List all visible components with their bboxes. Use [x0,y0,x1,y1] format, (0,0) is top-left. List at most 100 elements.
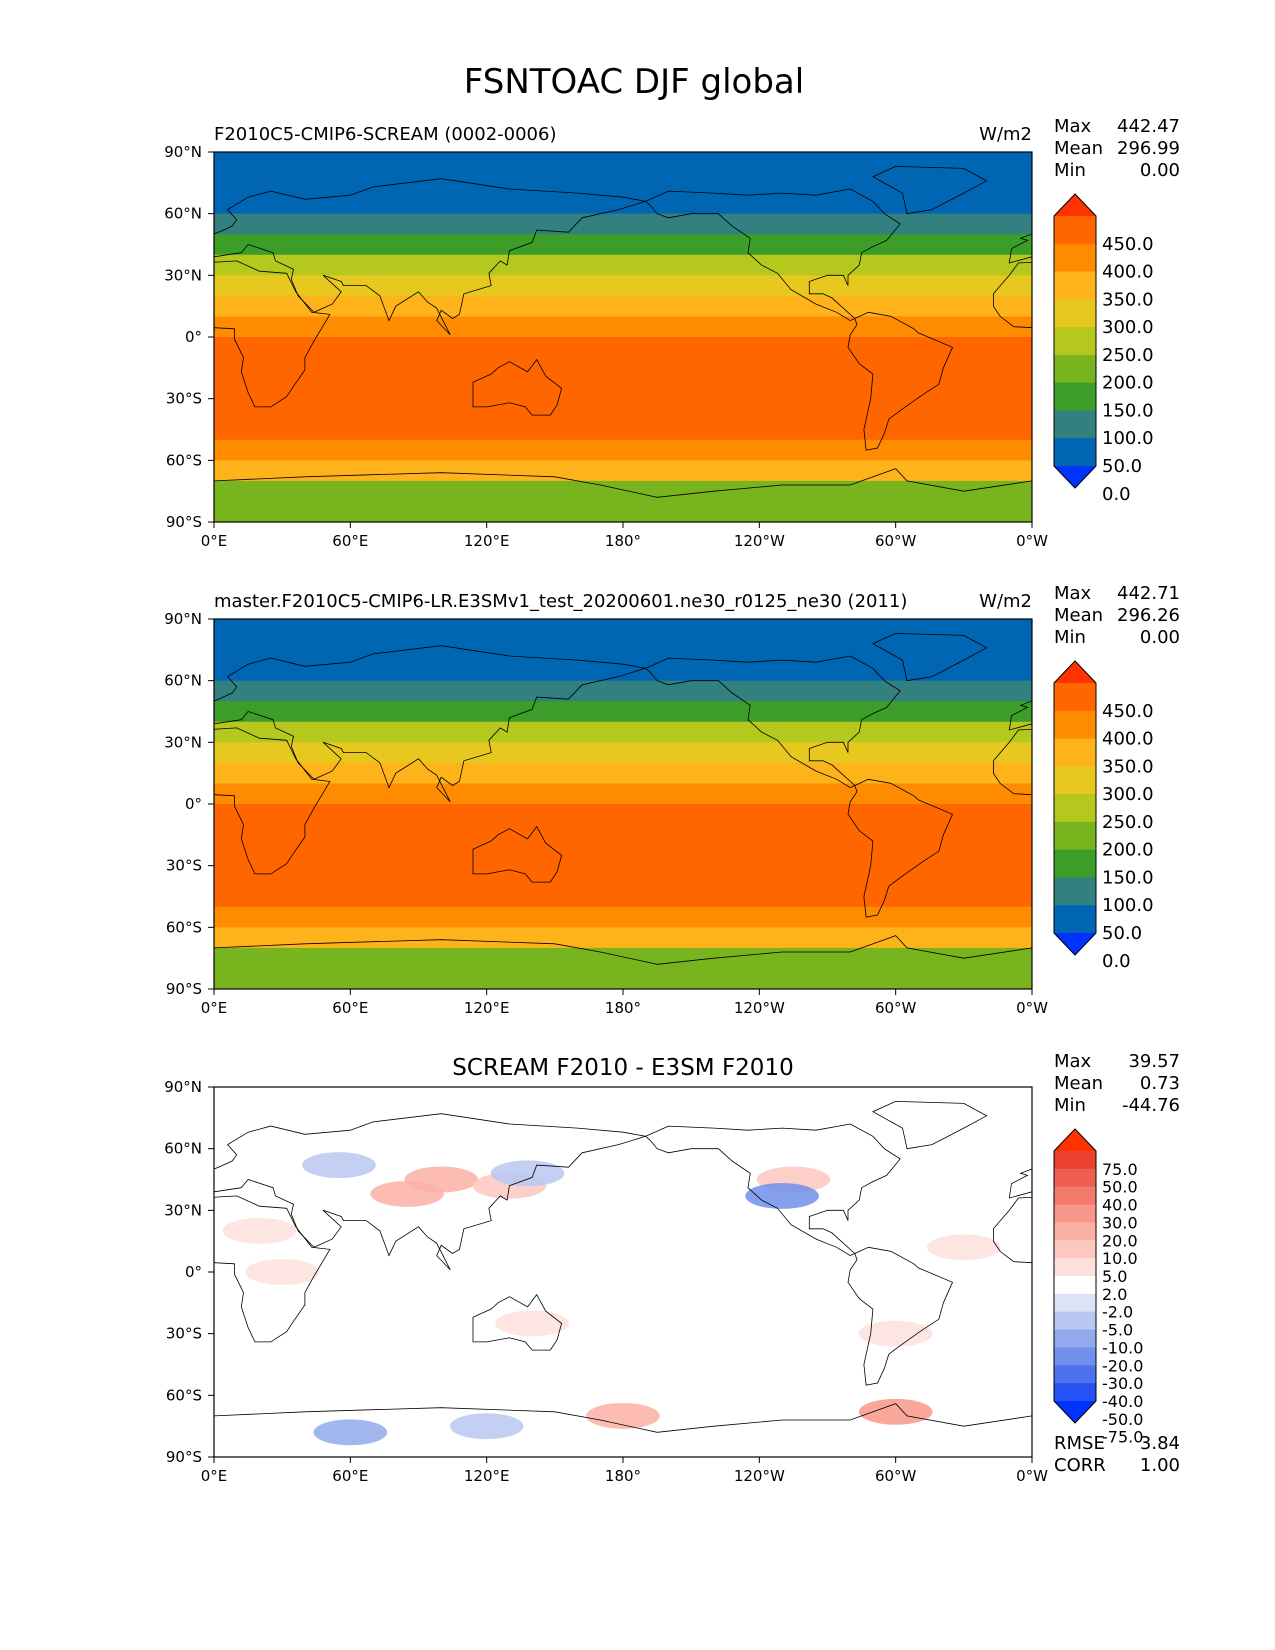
colorbar-bottom-extend [1054,933,1096,955]
colorbar-segment [1054,710,1096,740]
zonal-band [214,804,1032,826]
colorbar-label: 100.0 [1102,428,1154,449]
colorbar: 450.0 400.0 350.0 300.0 250.0 200.0 150.0 100.0… [1053,193,1154,505]
x-tick-label: 180° [605,999,641,1017]
colorbar-label: -30.0 [1102,1374,1143,1393]
zonal-band [214,619,1032,641]
stat-label: Min [1054,627,1086,648]
x-tick-label: 120°E [464,1467,510,1485]
anomaly-patch [449,1413,524,1440]
x-tick-label: 120°W [734,999,785,1017]
stat-label: RMSE [1054,1433,1105,1454]
panel-title: master.F2010C5-CMIP6-LR.E3SMv1_test_2020… [214,591,907,612]
stat-label: Mean [1054,605,1103,626]
y-tick-label: 60°S [166,451,202,469]
greenland-coastline [872,632,988,682]
colorbar-label: 50.0 [1102,1178,1138,1197]
colorbar-segment [1054,1258,1096,1277]
x-tick-label: 0°W [1016,532,1048,550]
africa-coastline [214,727,331,875]
australia-coastline [472,1293,563,1351]
y-tick-label: 30°S [166,857,202,875]
colorbar-segment [1054,327,1096,356]
stat-label: Min [1054,1095,1086,1116]
x-tick-label: 60°E [332,532,368,550]
zonal-band [214,660,1032,682]
north-america-coastline [644,1123,901,1257]
zonal-band [214,742,1032,764]
y-tick-label: 90°S [166,513,202,531]
y-tick-label: 90°N [164,143,202,161]
colorbar-label: 2.0 [1102,1285,1127,1304]
y-tick-label: 90°N [164,610,202,628]
stat-value: 1.00 [1140,1455,1180,1476]
colorbar-label: 40.0 [1102,1196,1138,1215]
zonal-band [214,639,1032,661]
eurasia-coastline [214,178,646,336]
colorbar-segment [1054,1383,1096,1402]
colorbar-label: 200.0 [1102,373,1154,394]
south-america-coastline [847,1246,954,1386]
anomaly-patch [313,1419,388,1446]
zonal-band [214,254,1032,276]
colorbar-segment [1054,382,1096,411]
colorbar-label: -75.0 [1102,1428,1143,1447]
colorbar-segment [1054,410,1096,439]
colorbar-label: 200.0 [1102,840,1154,861]
x-tick-label: 60°W [875,532,917,550]
anomaly-patch [858,1398,933,1425]
zonal-band [214,316,1032,338]
north-america-coastline [644,188,901,322]
colorbar-label: 300.0 [1102,317,1154,338]
zonal-band [214,460,1032,482]
colorbar-label: 0.0 [1102,951,1131,972]
antarctica-coastline [214,468,1032,498]
stat-label: Max [1054,583,1092,604]
colorbar-label: 350.0 [1102,756,1154,777]
panel-1: 0°E 60°E 120°E 180° 120°W 60°W 0°W 90°N 60°N 30°N… [164,116,1180,550]
eurasia-coastline [1008,700,1032,731]
panel-title: SCREAM F2010 - E3SM F2010 [452,1055,793,1081]
zonal-band [214,480,1032,503]
x-tick-label: 60°E [332,999,368,1017]
colorbar-label: 300.0 [1102,784,1154,805]
colorbar-segment [1054,794,1096,823]
colorbar-segment [1054,438,1096,467]
colorbar-segment [1054,1151,1096,1170]
plot-area [214,152,1032,522]
greenland-coastline [872,165,988,215]
colorbar-label: 350.0 [1102,289,1154,310]
colorbar-label: 0.0 [1102,484,1131,505]
panels: 0°E 60°E 120°E 180° 120°W 60°W 0°W 90°N 60°N 30°N… [164,116,1180,1485]
zonal-band [214,906,1032,928]
colorbar-segment [1054,271,1096,300]
zonal-band [214,721,1032,743]
eurasia-coastline [214,645,646,803]
x-tick-label: 0°E [201,532,228,550]
stat-value: 0.00 [1140,160,1180,181]
x-tick-label: 0°E [201,999,228,1017]
zonal-band [214,824,1032,867]
colorbar-segment [1054,766,1096,795]
stat-value: 296.26 [1117,605,1180,626]
anomaly-patch [302,1152,376,1179]
colorbar-label: 150.0 [1102,867,1154,888]
y-tick-label: 60°N [164,205,202,223]
panel-2: 0°E 60°E 120°E 180° 120°W 60°W 0°W 90°N 60°N 30°N… [164,583,1180,1017]
anomaly-patch [370,1180,444,1207]
colorbar-outline [1053,193,1097,489]
colorbar-top-extend [1054,194,1096,216]
zonal-band [214,234,1032,256]
y-tick-label: 60°S [166,918,202,936]
colorbar-segment [1054,243,1096,273]
colorbar-label: 250.0 [1102,345,1154,366]
stat-value: 442.71 [1117,583,1180,604]
y-tick-label: 90°S [166,1448,202,1466]
colorbar-bottom-extend [1054,466,1096,488]
panel-title: F2010C5-CMIP6-SCREAM (0002-0006) [214,124,556,145]
colorbar-label: 150.0 [1102,400,1154,421]
anomaly-patch [495,1310,569,1337]
colorbar-bottom-extend [1054,1401,1096,1423]
colorbar-label: -5.0 [1102,1321,1133,1340]
